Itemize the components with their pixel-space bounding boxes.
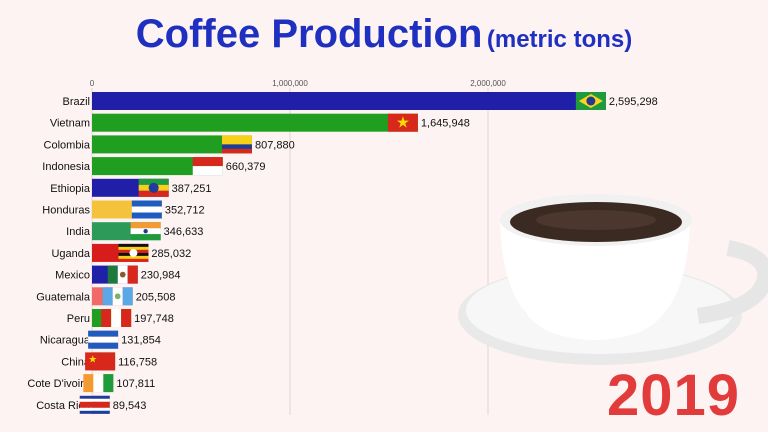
bar-row: Indonesia 660,379 bbox=[42, 157, 266, 176]
chart-title: Coffee Production (metric tons) bbox=[0, 12, 768, 57]
ethiopia-flag-icon bbox=[138, 178, 169, 197]
bar-row: Vietnam ★ 1,645,948 bbox=[50, 113, 470, 132]
bar-row: Brazil 2,595,298 bbox=[62, 92, 658, 110]
value-label: 285,032 bbox=[151, 248, 191, 260]
indonesia-flag-icon bbox=[192, 157, 223, 176]
category-label: India bbox=[66, 226, 91, 238]
cote-divoire-flag-icon bbox=[83, 374, 114, 393]
value-label: 1,645,948 bbox=[421, 118, 470, 130]
category-label: Brazil bbox=[62, 96, 90, 108]
value-label: 205,508 bbox=[136, 291, 176, 303]
bar bbox=[92, 113, 418, 132]
category-label: Costa Rica bbox=[36, 400, 91, 412]
bar-row: Cote D'ivoire 107,811 bbox=[27, 374, 155, 393]
category-label: Nicaragua bbox=[40, 335, 91, 347]
bar-row: Uganda 285,032 bbox=[51, 243, 191, 262]
category-label: Ethiopia bbox=[50, 183, 91, 195]
bar-row: India 346,633 bbox=[66, 222, 204, 241]
guatemala-flag-icon bbox=[102, 287, 133, 306]
category-label: Peru bbox=[67, 313, 90, 325]
x-tick-label: 2,000,000 bbox=[470, 79, 506, 88]
value-label: 116,758 bbox=[118, 356, 157, 368]
x-tick-label: 0 bbox=[90, 79, 95, 88]
bar-row: Colombia 807,880 bbox=[44, 135, 295, 154]
bar-row: Mexico 230,984 bbox=[55, 265, 181, 284]
value-label: 387,251 bbox=[172, 183, 212, 195]
value-label: 107,811 bbox=[116, 378, 155, 390]
category-label: Cote D'ivoire bbox=[27, 378, 90, 390]
uganda-flag-icon bbox=[118, 243, 149, 262]
bar-row: Ethiopia 387,251 bbox=[50, 178, 212, 197]
chart-title-main: Coffee Production bbox=[135, 12, 483, 56]
value-label: 2,595,298 bbox=[609, 96, 658, 108]
value-label: 807,880 bbox=[255, 139, 295, 151]
bar-row: Peru 197,748 bbox=[67, 309, 174, 327]
india-flag-icon bbox=[130, 222, 161, 241]
svg-text:★: ★ bbox=[396, 115, 410, 132]
bar-row: China★ 116,758 bbox=[61, 352, 157, 371]
value-label: 352,712 bbox=[165, 204, 205, 216]
bar-row: Costa Rica 89,543 bbox=[36, 395, 147, 414]
value-label: 197,748 bbox=[134, 313, 174, 325]
svg-text:★: ★ bbox=[88, 354, 97, 365]
mexico-flag-icon bbox=[107, 265, 138, 284]
bar bbox=[92, 157, 223, 176]
category-label: Uganda bbox=[51, 248, 90, 260]
category-label: Vietnam bbox=[50, 118, 90, 130]
x-tick-label: 1,000,000 bbox=[272, 79, 308, 88]
category-label: Mexico bbox=[55, 270, 90, 282]
nicaragua-flag-icon bbox=[88, 330, 119, 349]
chart-title-sub: (metric tons) bbox=[486, 26, 633, 53]
brazil-flag-icon bbox=[575, 92, 606, 110]
value-label: 131,854 bbox=[121, 335, 161, 347]
category-label: China bbox=[61, 356, 91, 368]
colombia-flag-icon bbox=[221, 135, 252, 154]
value-label: 660,379 bbox=[226, 161, 266, 173]
category-label: Indonesia bbox=[42, 161, 91, 173]
peru-flag-icon bbox=[101, 309, 132, 327]
bar-row: Nicaragua 131,854 bbox=[40, 330, 161, 349]
costa-rica-flag-icon bbox=[79, 395, 110, 414]
value-label: 230,984 bbox=[141, 270, 181, 282]
china-flag-icon: ★ bbox=[85, 352, 116, 371]
bar-row: Guatemala 205,508 bbox=[36, 287, 176, 306]
category-label: Colombia bbox=[44, 139, 91, 151]
year-label: 2019 bbox=[606, 363, 740, 428]
value-label: 89,543 bbox=[113, 400, 147, 412]
category-label: Guatemala bbox=[36, 291, 91, 303]
coffee-cup-icon bbox=[458, 194, 768, 365]
category-label: Honduras bbox=[42, 204, 90, 216]
vietnam-flag-icon: ★ bbox=[387, 113, 418, 132]
honduras-flag-icon bbox=[131, 200, 162, 219]
bar-row: Honduras 352,712 bbox=[42, 200, 205, 219]
bar bbox=[92, 135, 252, 154]
value-label: 346,633 bbox=[164, 226, 204, 238]
bar bbox=[92, 92, 606, 110]
